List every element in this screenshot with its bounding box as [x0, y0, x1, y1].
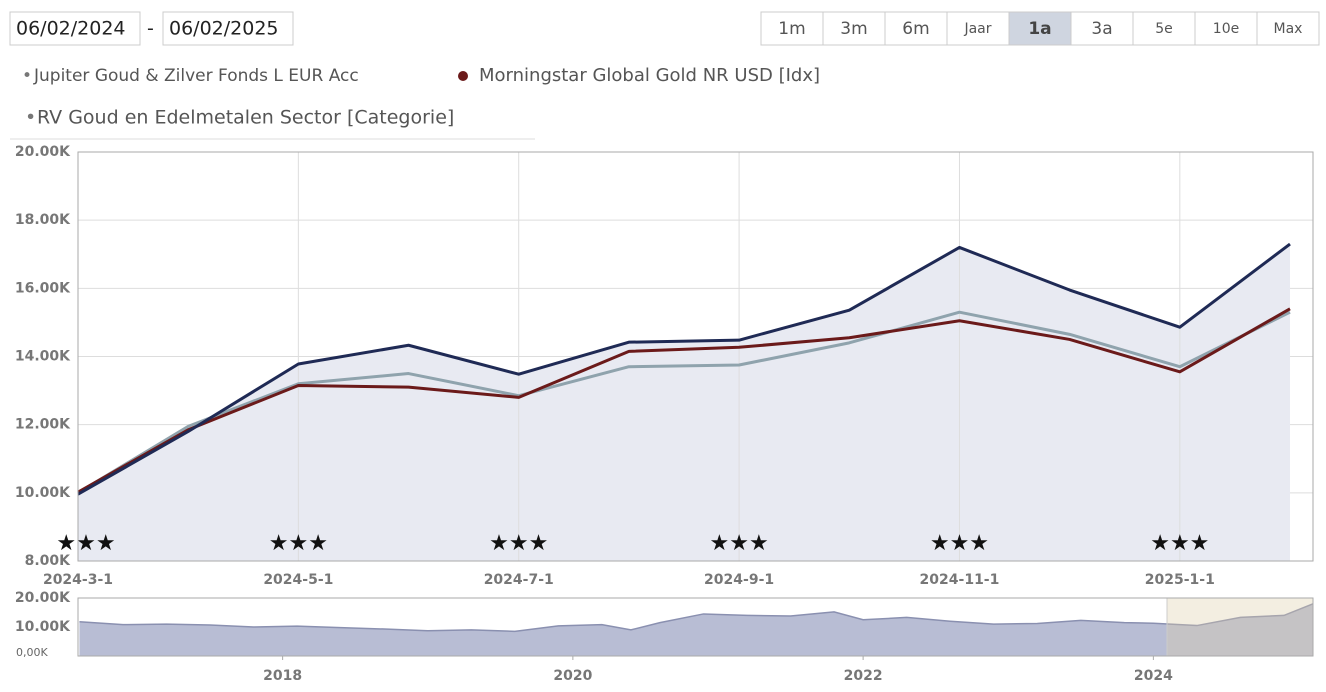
range-button[interactable]: 1m — [760, 11, 824, 46]
y-tick-label: 0,00K — [16, 646, 48, 659]
date-input-frame — [9, 11, 141, 46]
y-tick-label: 14.00K — [15, 349, 71, 365]
x-tick-label: 2024-11-1 — [920, 572, 1000, 588]
rating: ★★★ — [269, 531, 328, 556]
y-tick-label: 20.00K — [15, 590, 71, 606]
legend-bullet: • — [22, 66, 32, 86]
legend-bullet: • — [25, 107, 36, 129]
button-label[interactable]: 10e — [1213, 21, 1239, 37]
button-label[interactable]: 1a — [1028, 19, 1051, 39]
button-frame — [884, 11, 948, 46]
navigator-area — [79, 603, 1314, 656]
range-button[interactable]: 10e — [1194, 11, 1258, 46]
x-tick-label: 2024-3-1 — [43, 572, 113, 588]
navigator-frame — [77, 597, 1314, 657]
button-label[interactable]: 1m — [778, 19, 805, 39]
date-to[interactable]: 06/02/2025 — [169, 18, 279, 40]
date-input-frame — [162, 11, 294, 46]
rating: ★★★ — [1150, 531, 1209, 556]
button-frame — [1256, 11, 1320, 46]
x-tick-label: 2024-5-1 — [263, 572, 333, 588]
button-frame — [1194, 11, 1258, 46]
range-button[interactable]: 3m — [822, 11, 886, 46]
y-tick-label: 8.00K — [25, 553, 72, 569]
button-frame — [1070, 11, 1134, 46]
rating: ★★★ — [710, 531, 769, 556]
navigator-line — [79, 603, 1314, 633]
range-button[interactable]: 1a — [1008, 11, 1072, 46]
date-separator: - — [147, 18, 154, 40]
rating: ★★★ — [930, 531, 989, 556]
button-frame — [1132, 11, 1196, 46]
rating: ★★★ — [489, 531, 548, 556]
series-line — [77, 310, 1291, 495]
range-button[interactable]: Max — [1256, 11, 1320, 46]
plot-frame — [77, 151, 1314, 562]
x-tick-label: 2025-1-1 — [1145, 572, 1215, 588]
button-label[interactable]: Max — [1274, 21, 1303, 37]
x-tick-label: 2024-9-1 — [704, 572, 774, 588]
y-tick-label: 12.00K — [15, 417, 71, 433]
x-tick-label: 2024 — [1134, 668, 1173, 684]
legend-label: RV Goud en Edelmetalen Sector [Categorie… — [37, 107, 454, 129]
button-label[interactable]: Jaar — [963, 21, 991, 37]
series-area — [78, 244, 1290, 561]
button-frame — [760, 11, 824, 46]
legend-label: Jupiter Goud & Zilver Fonds L EUR Acc — [33, 66, 359, 86]
series-line — [77, 242, 1291, 496]
x-tick-label: 2018 — [263, 668, 302, 684]
y-tick-label: 20.00K — [15, 144, 71, 160]
button-label[interactable]: 3m — [840, 19, 867, 39]
range-button[interactable]: 5e — [1132, 11, 1196, 46]
range-button[interactable]: 3a — [1070, 11, 1134, 46]
rating: ★★★ — [56, 531, 115, 556]
button-frame — [1008, 11, 1072, 46]
legend-label: Morningstar Global Gold NR USD [Idx] — [479, 65, 820, 86]
range-buttons: 1m 3m 6m Jaar 1a 3a 5e 10e Max — [760, 11, 1320, 46]
date-from[interactable]: 06/02/2024 — [16, 18, 126, 40]
x-tick-label: 2024-7-1 — [484, 572, 554, 588]
button-label[interactable]: 6m — [902, 19, 929, 39]
navigator-chart: 0,00K 10.00K 20.00K 2018 2020 2022 2024 — [15, 590, 1314, 684]
x-tick-label: 2022 — [844, 668, 883, 684]
series-line — [77, 307, 1291, 494]
button-label[interactable]: 3a — [1091, 19, 1112, 39]
legend: • Jupiter Goud & Zilver Fonds L EUR Acc Mo… — [22, 65, 820, 129]
legend-marker — [458, 71, 468, 81]
y-tick-label: 16.00K — [15, 280, 71, 296]
y-tick-label: 18.00K — [15, 212, 71, 228]
button-label[interactable]: 5e — [1155, 21, 1173, 37]
range-button[interactable]: 6m — [884, 11, 948, 46]
main-chart: 8.00K 10.00K 12.00K 14.00K 16.00K 18.00K 20.00… — [15, 144, 1314, 588]
x-tick-label: 2020 — [553, 668, 592, 684]
range-button[interactable]: Jaar — [946, 11, 1010, 46]
button-frame — [946, 11, 1010, 46]
navigator-selection — [1166, 597, 1314, 657]
y-tick-label: 10.00K — [15, 619, 71, 635]
y-tick-label: 10.00K — [15, 485, 71, 501]
